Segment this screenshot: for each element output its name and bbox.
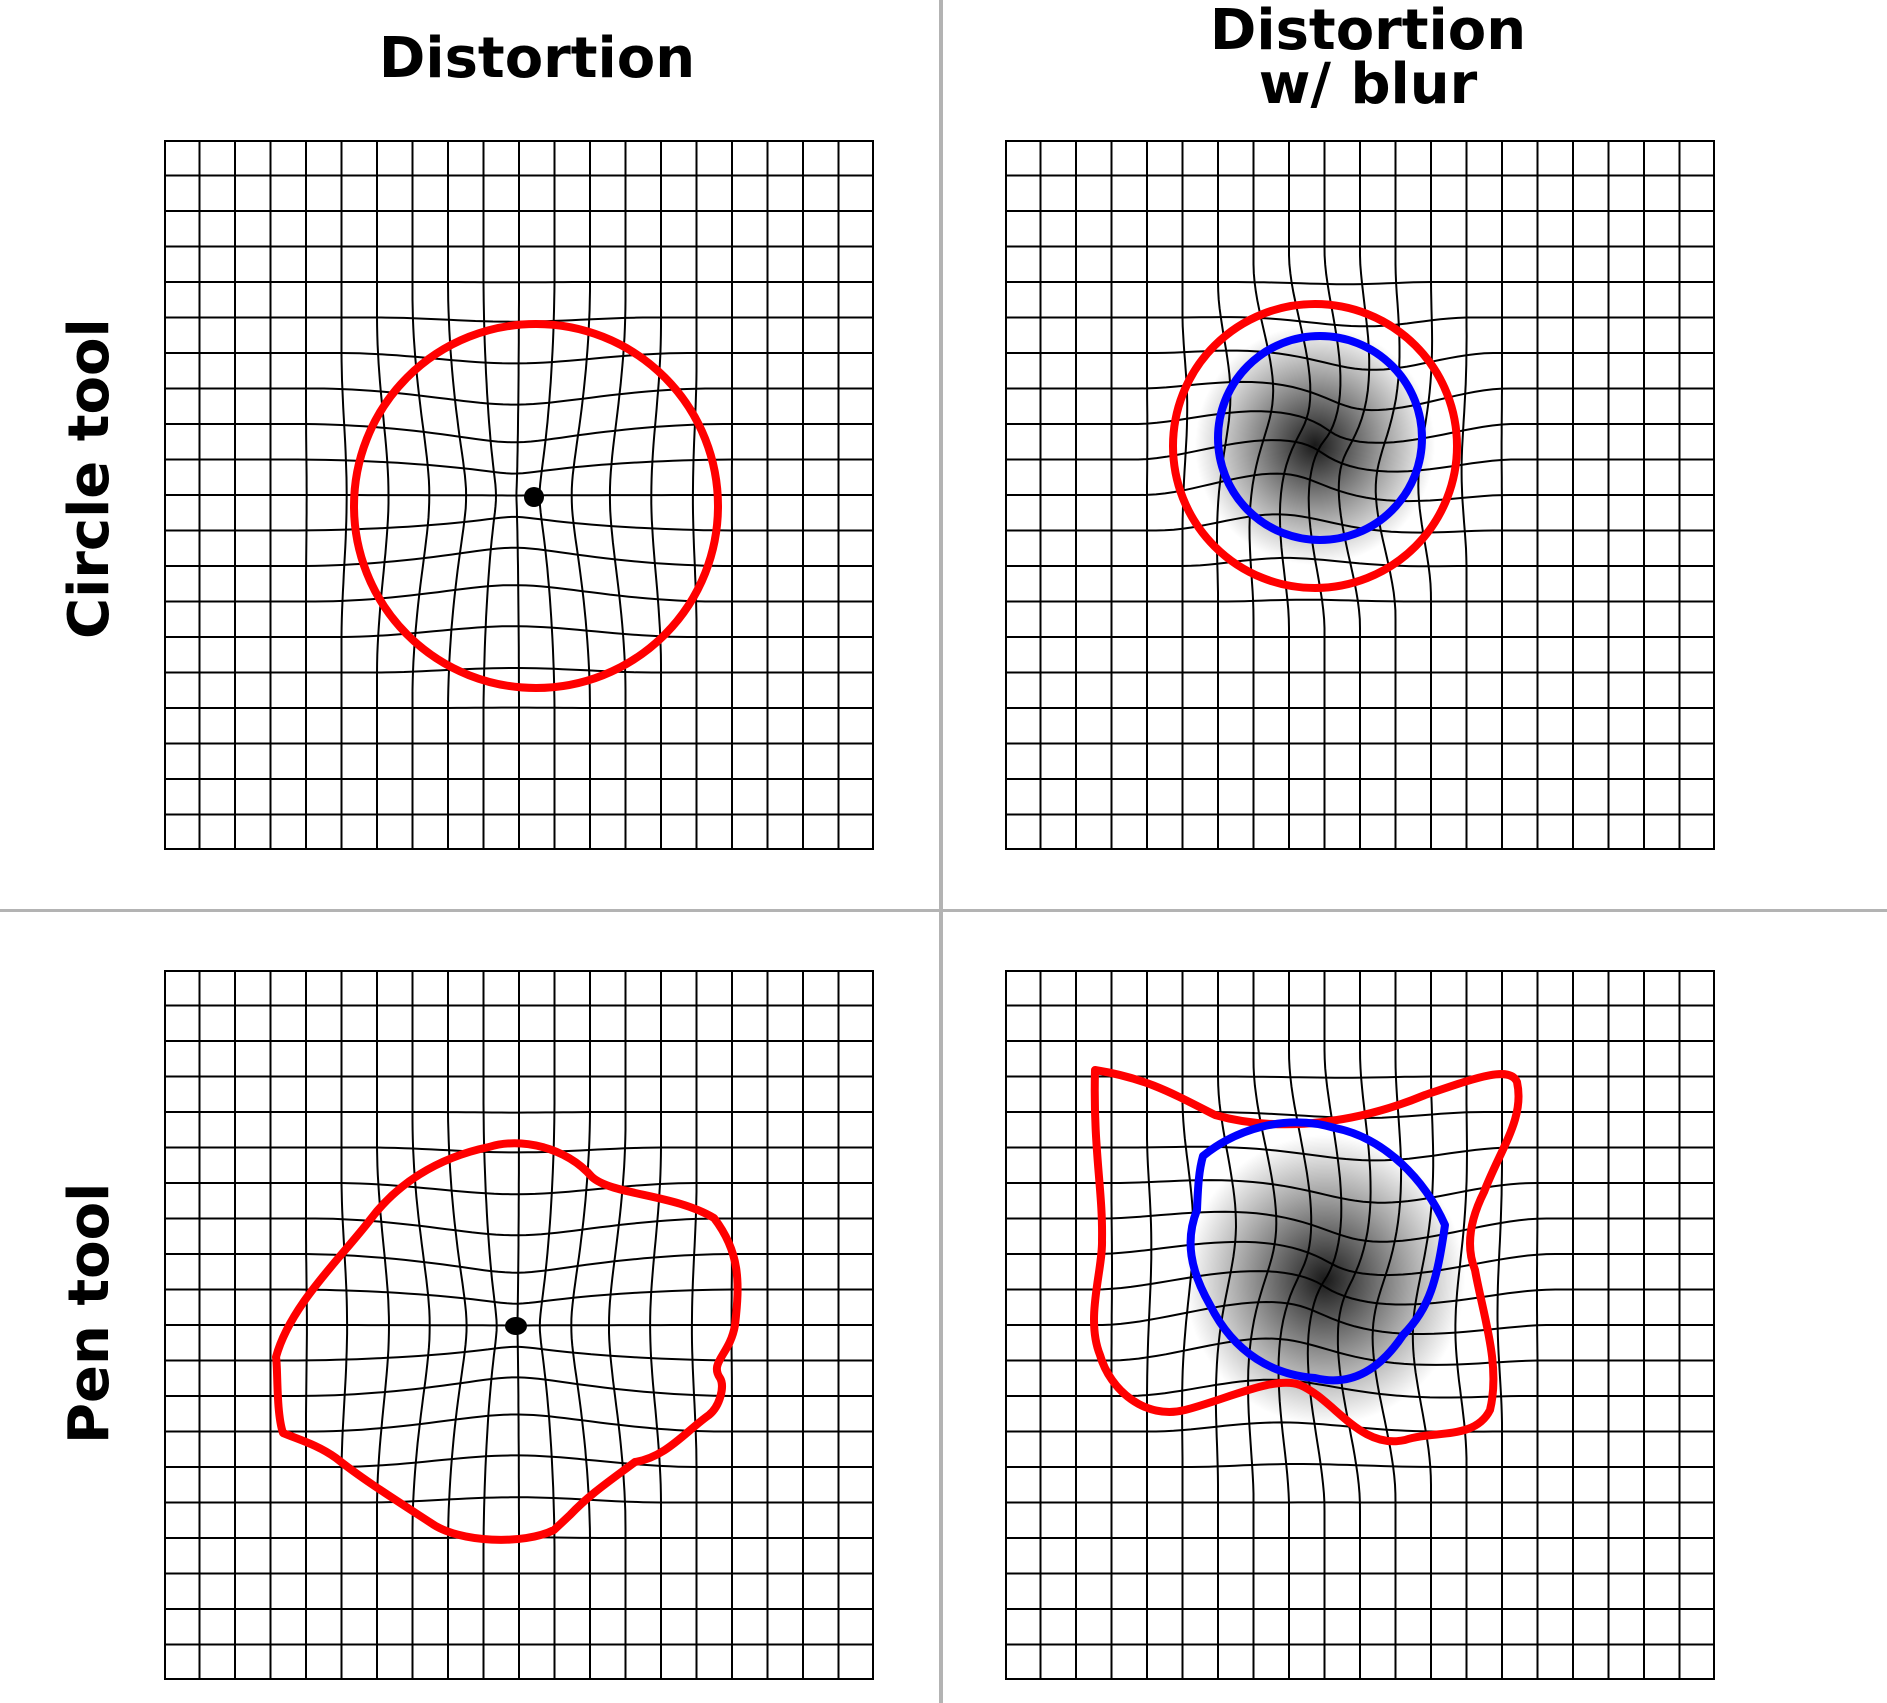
circle-tool-outline [350,320,722,692]
row-title-pen-tool: Pen tool [57,1182,122,1444]
grid-line-vertical [1536,970,1539,1680]
grid-line-horizontal [164,1496,874,1504]
panel-circle-distortion [164,140,874,850]
grid-line-horizontal [164,667,874,674]
grid-line-horizontal [164,584,874,603]
grid-line-horizontal [1005,1300,1715,1335]
column-title-distortion: Distortion [378,26,696,91]
panel-pen-distortion [164,970,874,1680]
grid-line-horizontal [164,1454,874,1468]
grid-line-vertical [1371,970,1403,1680]
grid-line-horizontal [1005,1463,1715,1468]
grid-line-horizontal [164,546,874,567]
vertical-divider [939,0,943,1703]
grid-line-horizontal [1005,598,1715,603]
pen-tool-outline [272,1139,742,1544]
outer-circle-outline [1169,300,1461,592]
grid-line-vertical [1460,140,1468,850]
grid-line-horizontal [1005,1337,1715,1366]
distortion-grid [164,140,874,850]
blur-shadow [1195,325,1435,565]
grid-line-vertical [1374,140,1401,850]
grid-line-horizontal [164,1376,874,1397]
grid-pen-distortion-blur [1005,970,1715,1680]
horizontal-divider [0,909,1887,912]
distortion-grid [1005,970,1715,1680]
distortion-grid [1005,140,1715,850]
grid-line-vertical [1496,970,1503,1680]
grid-line-vertical [570,140,591,850]
panel-pen-distortion-blur [1005,970,1715,1680]
grid-line-horizontal [1005,556,1715,568]
grid-line-horizontal [164,1345,874,1362]
distortion-grid [164,970,874,1680]
grid-line-vertical [608,140,627,850]
grid-line-horizontal [1005,472,1715,503]
grid-line-horizontal [1005,513,1715,534]
grid-line-horizontal [164,494,874,497]
grid-line-vertical [1417,140,1434,850]
inner-circle-outline [1214,332,1426,544]
grid-circle-distortion [164,140,874,850]
grid-line-horizontal [164,625,874,638]
panel-circle-distortion-blur [1005,140,1715,850]
row-title-circle-tool: Circle tool [57,318,122,639]
grid-line-vertical [649,970,662,1680]
column-title-distortion-blur: Distortion w/ blur [1209,0,1527,117]
grid-line-vertical [538,970,556,1680]
grid-line-vertical [570,970,591,1680]
pen-tool-inner-outline [1186,1118,1449,1385]
grid-line-vertical [608,970,627,1680]
pen-tool-outer-outline [1090,1066,1523,1446]
grid-line-vertical [690,970,698,1680]
grid-line-vertical [1454,970,1469,1680]
grid-pen-distortion [164,970,874,1680]
grid-line-vertical [691,140,698,850]
center-dot [524,487,544,507]
center-dot [505,1317,527,1335]
grid-circle-distortion-blur [1005,140,1715,850]
grid-line-vertical [650,140,662,850]
grid-line-horizontal [164,515,874,532]
